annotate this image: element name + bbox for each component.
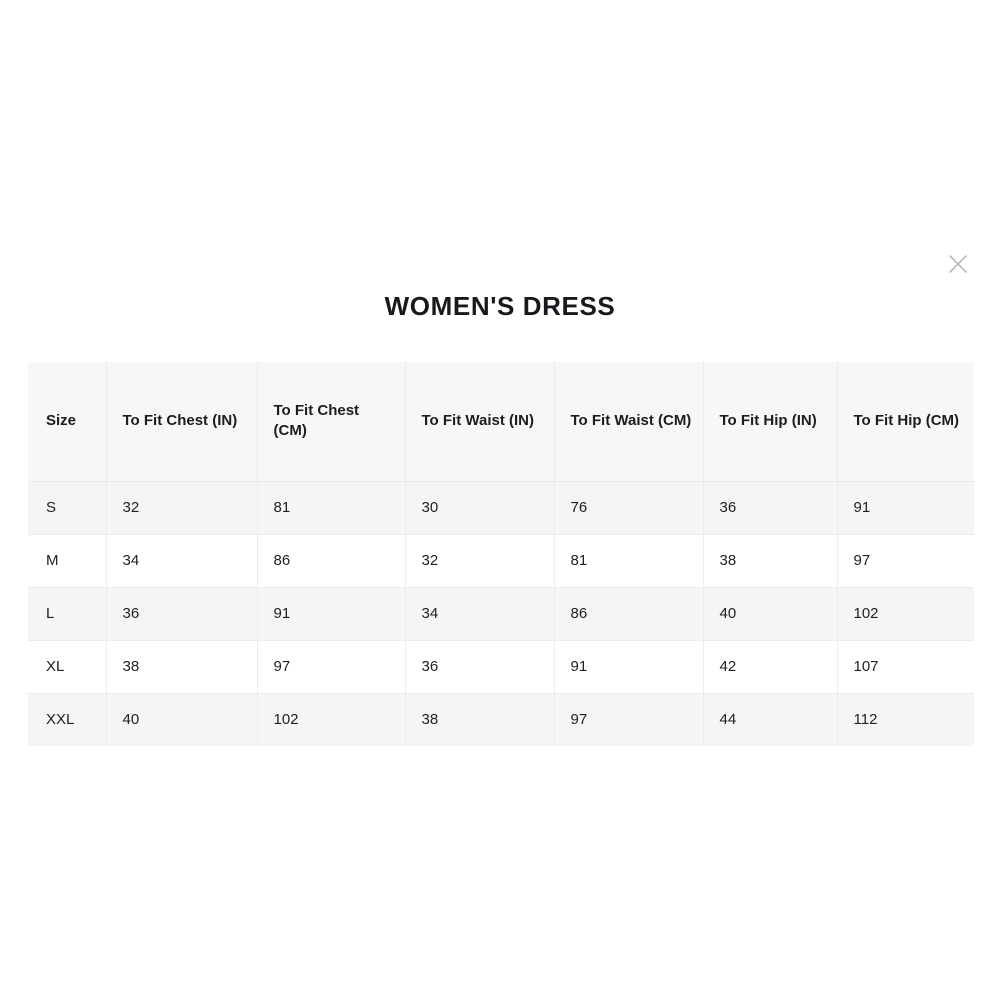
cell-waist-in: 36 [405, 640, 555, 694]
cell-hip-cm: 97 [837, 534, 974, 588]
cell-hip-in: 36 [703, 481, 838, 535]
cell-chest-cm: 86 [257, 534, 406, 588]
cell-waist-in: 32 [405, 534, 555, 588]
page-title: WOMEN'S DRESS [384, 291, 616, 321]
cell-hip-in: 42 [703, 640, 838, 694]
column-header-chest-cm: To Fit Chest (CM) [257, 362, 406, 482]
column-header-hip-in: To Fit Hip (IN) [703, 362, 838, 482]
cell-chest-cm: 102 [257, 693, 406, 746]
column-header-size: Size [28, 362, 107, 482]
cell-hip-cm: 91 [837, 481, 974, 535]
cell-hip-in: 38 [703, 534, 838, 588]
cell-chest-in: 40 [106, 693, 258, 746]
cell-waist-in: 34 [405, 587, 555, 641]
table-row: L 36 91 34 86 40 102 [28, 587, 974, 641]
size-chart-table: Size To Fit Chest (IN) To Fit Chest (CM)… [28, 362, 974, 746]
cell-size: S [28, 481, 107, 535]
table-header: Size To Fit Chest (IN) To Fit Chest (CM)… [28, 362, 974, 482]
column-header-waist-cm: To Fit Waist (CM) [554, 362, 704, 482]
cell-hip-in: 44 [703, 693, 838, 746]
table-row: M 34 86 32 81 38 97 [28, 534, 974, 588]
cell-size: XL [28, 640, 107, 694]
column-header-waist-in: To Fit Waist (IN) [405, 362, 555, 482]
cell-size: M [28, 534, 107, 588]
cell-hip-in: 40 [703, 587, 838, 641]
cell-chest-in: 34 [106, 534, 258, 588]
table-header-row: Size To Fit Chest (IN) To Fit Chest (CM)… [28, 362, 974, 482]
cell-waist-in: 30 [405, 481, 555, 535]
cell-waist-cm: 97 [554, 693, 704, 746]
cell-waist-cm: 81 [554, 534, 704, 588]
table-row: XXL 40 102 38 97 44 112 [28, 693, 974, 746]
close-icon-glyph [949, 255, 967, 273]
size-chart-table-wrapper: Size To Fit Chest (IN) To Fit Chest (CM)… [28, 362, 974, 746]
close-icon[interactable] [940, 246, 976, 282]
cell-chest-in: 32 [106, 481, 258, 535]
cell-chest-in: 38 [106, 640, 258, 694]
cell-waist-cm: 86 [554, 587, 704, 641]
cell-chest-cm: 91 [257, 587, 406, 641]
column-header-chest-in: To Fit Chest (IN) [106, 362, 258, 482]
cell-waist-cm: 91 [554, 640, 704, 694]
cell-hip-cm: 107 [837, 640, 974, 694]
cell-waist-in: 38 [405, 693, 555, 746]
table-body: S 32 81 30 76 36 91 M 34 86 32 81 38 97 [28, 481, 974, 746]
cell-chest-cm: 97 [257, 640, 406, 694]
cell-chest-in: 36 [106, 587, 258, 641]
cell-size: L [28, 587, 107, 641]
cell-size: XXL [28, 693, 107, 746]
table-row: XL 38 97 36 91 42 107 [28, 640, 974, 694]
cell-waist-cm: 76 [554, 481, 704, 535]
cell-chest-cm: 81 [257, 481, 406, 535]
table-row: S 32 81 30 76 36 91 [28, 481, 974, 535]
cell-hip-cm: 102 [837, 587, 974, 641]
column-header-hip-cm: To Fit Hip (CM) [837, 362, 974, 482]
cell-hip-cm: 112 [853, 710, 878, 728]
